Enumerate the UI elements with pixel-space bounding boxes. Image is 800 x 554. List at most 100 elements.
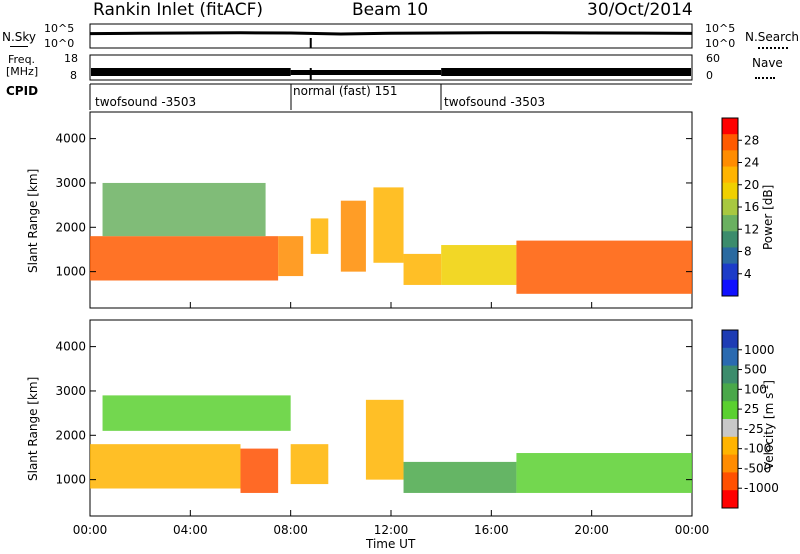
power-region-7 bbox=[403, 253, 442, 285]
velocity-colorbar-label-5: -25 bbox=[744, 422, 764, 436]
xtick-label-2: 04:00 bbox=[173, 523, 208, 537]
noise-sky-label: N.Sky bbox=[2, 30, 37, 44]
power-axes: 4000 3000 2000 1000 bbox=[55, 132, 692, 279]
velocity-colorbar-label-1: 1000 bbox=[744, 343, 775, 357]
velocity-colorbar-label-4: 25 bbox=[744, 402, 759, 416]
freq-label: Freq. bbox=[8, 53, 36, 66]
freq-unit-label: [MHz] bbox=[6, 65, 39, 78]
noise-right-tick-top: 10^5 bbox=[705, 22, 736, 35]
velocity-region-1 bbox=[90, 444, 241, 489]
freq-tick-top: 18 bbox=[64, 52, 78, 65]
velocity-ytick-label-1: 4000 bbox=[55, 340, 86, 354]
velocity-colorbar-label-2: 500 bbox=[744, 363, 767, 377]
velocity-colorbar-cell-6 bbox=[722, 419, 738, 438]
power-region-3 bbox=[278, 236, 304, 277]
freq-bar-segment-2 bbox=[290, 70, 442, 75]
power-colorbar-cell-3 bbox=[722, 150, 738, 168]
velocity-data bbox=[90, 395, 692, 493]
xtick-label-6: 20:00 bbox=[574, 523, 609, 537]
velocity-colorbar-label: Velocity [m s-1] bbox=[761, 380, 776, 470]
power-region-2 bbox=[102, 182, 266, 237]
x-axis: 00:00 04:00 08:00 12:00 16:00 20:00 00:00 bbox=[73, 302, 710, 537]
power-colorbar-cell-10 bbox=[722, 263, 738, 281]
cpid-segment-1: twofsound -3503 bbox=[95, 95, 197, 109]
power-colorbar-cell-5 bbox=[722, 182, 738, 200]
velocity-region-7 bbox=[516, 453, 692, 493]
velocity-colorbar-label-6: -100 bbox=[744, 442, 771, 456]
noise-search-label: N.Search bbox=[745, 30, 800, 44]
velocity-colorbar-cell-3 bbox=[722, 365, 738, 384]
velocity-region-4 bbox=[290, 444, 329, 485]
freq-trace bbox=[91, 68, 691, 80]
power-colorbar-cell-4 bbox=[722, 166, 738, 184]
power-colorbar-label-2: 24 bbox=[744, 156, 759, 170]
cpid-segment-2: normal (fast) 151 bbox=[293, 84, 398, 98]
xtick-label-7: 00:00 bbox=[675, 523, 710, 537]
nave-label: Nave bbox=[752, 56, 783, 70]
power-colorbar-label-5: 12 bbox=[744, 222, 759, 236]
power-ytick-label-1: 4000 bbox=[55, 132, 86, 146]
velocity-colorbar-cell-1 bbox=[722, 330, 738, 349]
freq-bar-segment-3 bbox=[441, 68, 691, 76]
x-axis-label: Time UT bbox=[366, 537, 416, 551]
noise-sky-series bbox=[89, 31, 693, 36]
power-colorbar-cell-8 bbox=[722, 231, 738, 248]
velocity-ytick-label-2: 3000 bbox=[55, 384, 86, 398]
velocity-region-3 bbox=[102, 395, 291, 431]
power-colorbar-cell-11 bbox=[722, 279, 738, 297]
velocity-colorbar-label-text: Velocity [m s bbox=[762, 392, 776, 470]
power-ytick-label-2: 3000 bbox=[55, 176, 86, 190]
velocity-ytick-label-4: 1000 bbox=[55, 473, 86, 487]
cpid-label: CPID bbox=[6, 84, 39, 98]
freq-bar-segment-1 bbox=[91, 68, 291, 76]
noise-search-line bbox=[758, 47, 788, 49]
power-region-1 bbox=[90, 236, 279, 281]
noise-right-tick-bottom: 10^0 bbox=[705, 37, 736, 50]
velocity-region-6 bbox=[403, 461, 517, 493]
xtick-label-5: 16:00 bbox=[474, 523, 509, 537]
power-ytick-label-3: 2000 bbox=[55, 220, 86, 234]
power-colorbar-label-7: 4 bbox=[744, 267, 752, 281]
power-region-6 bbox=[373, 187, 404, 263]
date-label: 30/Oct/2014 bbox=[587, 0, 693, 20]
power-region-4 bbox=[310, 218, 329, 254]
velocity-colorbar: 1000 500 100 25 -25 -100 -500 -1000 bbox=[721, 329, 779, 509]
power-colorbar-cell-7 bbox=[722, 215, 738, 232]
velocity-colorbar-frame bbox=[721, 329, 739, 509]
power-region-8 bbox=[441, 245, 517, 285]
xtick-label-3: 08:00 bbox=[273, 523, 308, 537]
nave-tick-bottom: 0 bbox=[706, 69, 713, 82]
power-colorbar-label-1: 28 bbox=[744, 133, 759, 147]
noise-sky-line bbox=[10, 46, 28, 47]
velocity-ylabel: Slant Range [km] bbox=[26, 376, 40, 481]
velocity-colorbar-cell-7 bbox=[722, 436, 738, 456]
power-region-9 bbox=[516, 240, 692, 294]
velocity-colorbar-label-7: -500 bbox=[744, 461, 771, 475]
beam-label: Beam 10 bbox=[352, 0, 429, 20]
freq-panel-frame bbox=[89, 54, 693, 81]
power-colorbar-label-3: 20 bbox=[744, 178, 759, 192]
velocity-axes: 4000 3000 2000 1000 bbox=[55, 340, 692, 487]
power-colorbar-cell-9 bbox=[722, 247, 738, 265]
power-ylabel: Slant Range [km] bbox=[26, 168, 40, 273]
noise-left-tick-top: 10^5 bbox=[44, 22, 75, 35]
velocity-colorbar-cell-2 bbox=[722, 347, 738, 367]
freq-tick-bottom: 8 bbox=[70, 69, 77, 82]
velocity-colorbar-cell-4 bbox=[722, 383, 738, 402]
power-colorbar-cell-6 bbox=[722, 198, 738, 216]
xtick-label-4: 12:00 bbox=[374, 523, 409, 537]
station-title: Rankin Inlet (fitACF) bbox=[93, 0, 264, 20]
velocity-colorbar-cell-5 bbox=[722, 401, 738, 420]
velocity-colorbar-label-8: -1000 bbox=[744, 481, 779, 495]
power-colorbar-label: Power [dB] bbox=[761, 184, 775, 250]
power-colorbar: 28 24 20 16 12 8 4 bbox=[721, 117, 759, 297]
power-data bbox=[90, 182, 692, 294]
power-colorbar-label-6: 8 bbox=[744, 245, 752, 259]
nave-tick-top: 60 bbox=[706, 52, 720, 65]
velocity-colorbar-cell-9 bbox=[722, 472, 738, 491]
noise-panel-frame bbox=[89, 23, 693, 49]
noise-left-tick-bottom: 10^0 bbox=[44, 37, 75, 50]
cpid-segment-3: twofsound -3503 bbox=[444, 95, 546, 109]
xtick-label-1: 00:00 bbox=[73, 523, 108, 537]
